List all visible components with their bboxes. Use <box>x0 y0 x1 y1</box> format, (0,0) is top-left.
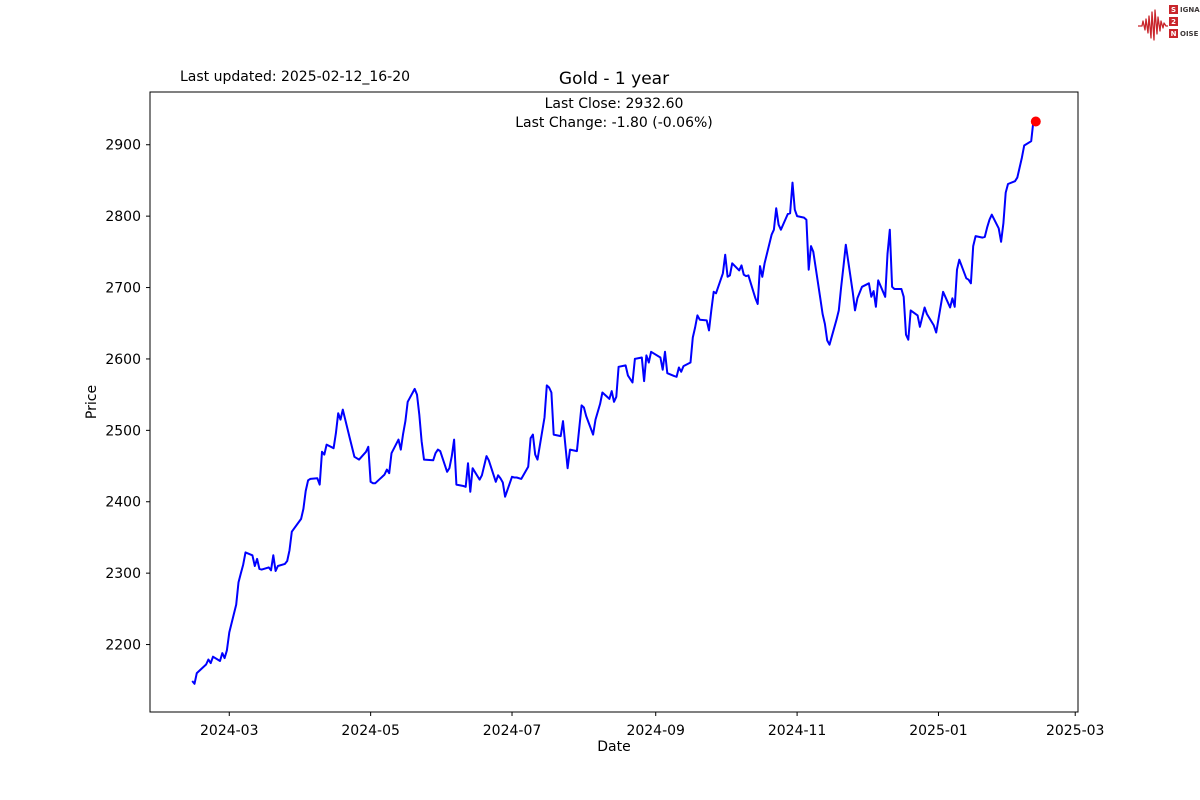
x-axis-label: Date <box>597 739 630 755</box>
chart-subtitle-last-close: Last Close: 2932.60 <box>545 96 684 112</box>
plot-area: 2200 2300 2400 2500 2600 2700 2800 2900 2024-03 2… <box>105 91 1105 739</box>
logo-letter-n: N <box>1171 30 1177 38</box>
x-tick-label: 2024-05 <box>341 723 400 739</box>
y-tick-label: 2700 <box>105 281 141 297</box>
y-tick-label: 2900 <box>105 138 141 154</box>
logo-row-noise: N OISE <box>1169 29 1199 38</box>
logo-digit-2: 2 <box>1171 18 1176 26</box>
logo-row-2: 2 <box>1169 17 1178 26</box>
x-tick-label: 2024-07 <box>483 723 542 739</box>
signal2noise-logo: S IGNAL 2 N OISE <box>1138 5 1200 41</box>
chart-subtitle-last-change: Last Change: -1.80 (-0.06%) <box>515 115 713 131</box>
x-tick-label: 2024-03 <box>200 723 259 739</box>
price-line <box>191 119 1037 685</box>
y-axis-label: Price <box>84 385 100 419</box>
x-tick-label: 2024-09 <box>626 723 685 739</box>
y-tick-label: 2800 <box>105 209 141 225</box>
y-tick-label: 2500 <box>105 423 141 439</box>
y-tick-label: 2300 <box>105 566 141 582</box>
logo-word-oise: OISE <box>1180 30 1199 38</box>
last-updated-label: Last updated: 2025-02-12_16-20 <box>180 69 410 85</box>
logo-letter-s: S <box>1171 6 1176 14</box>
x-tick-label: 2025-03 <box>1046 723 1105 739</box>
y-tick-label: 2400 <box>105 495 141 511</box>
waveform-icon <box>1138 9 1168 41</box>
chart-title: Gold - 1 year <box>559 69 669 89</box>
plot-border <box>149 91 1079 713</box>
x-tick-label: 2025-01 <box>909 723 968 739</box>
y-tick-label: 2600 <box>105 352 141 368</box>
logo-word-ignal: IGNAL <box>1180 6 1200 14</box>
y-tick-label: 2200 <box>105 638 141 654</box>
last-price-marker <box>1030 116 1041 127</box>
x-tick-label: 2024-11 <box>768 723 827 739</box>
logo-row-signal: S IGNAL <box>1169 5 1200 14</box>
